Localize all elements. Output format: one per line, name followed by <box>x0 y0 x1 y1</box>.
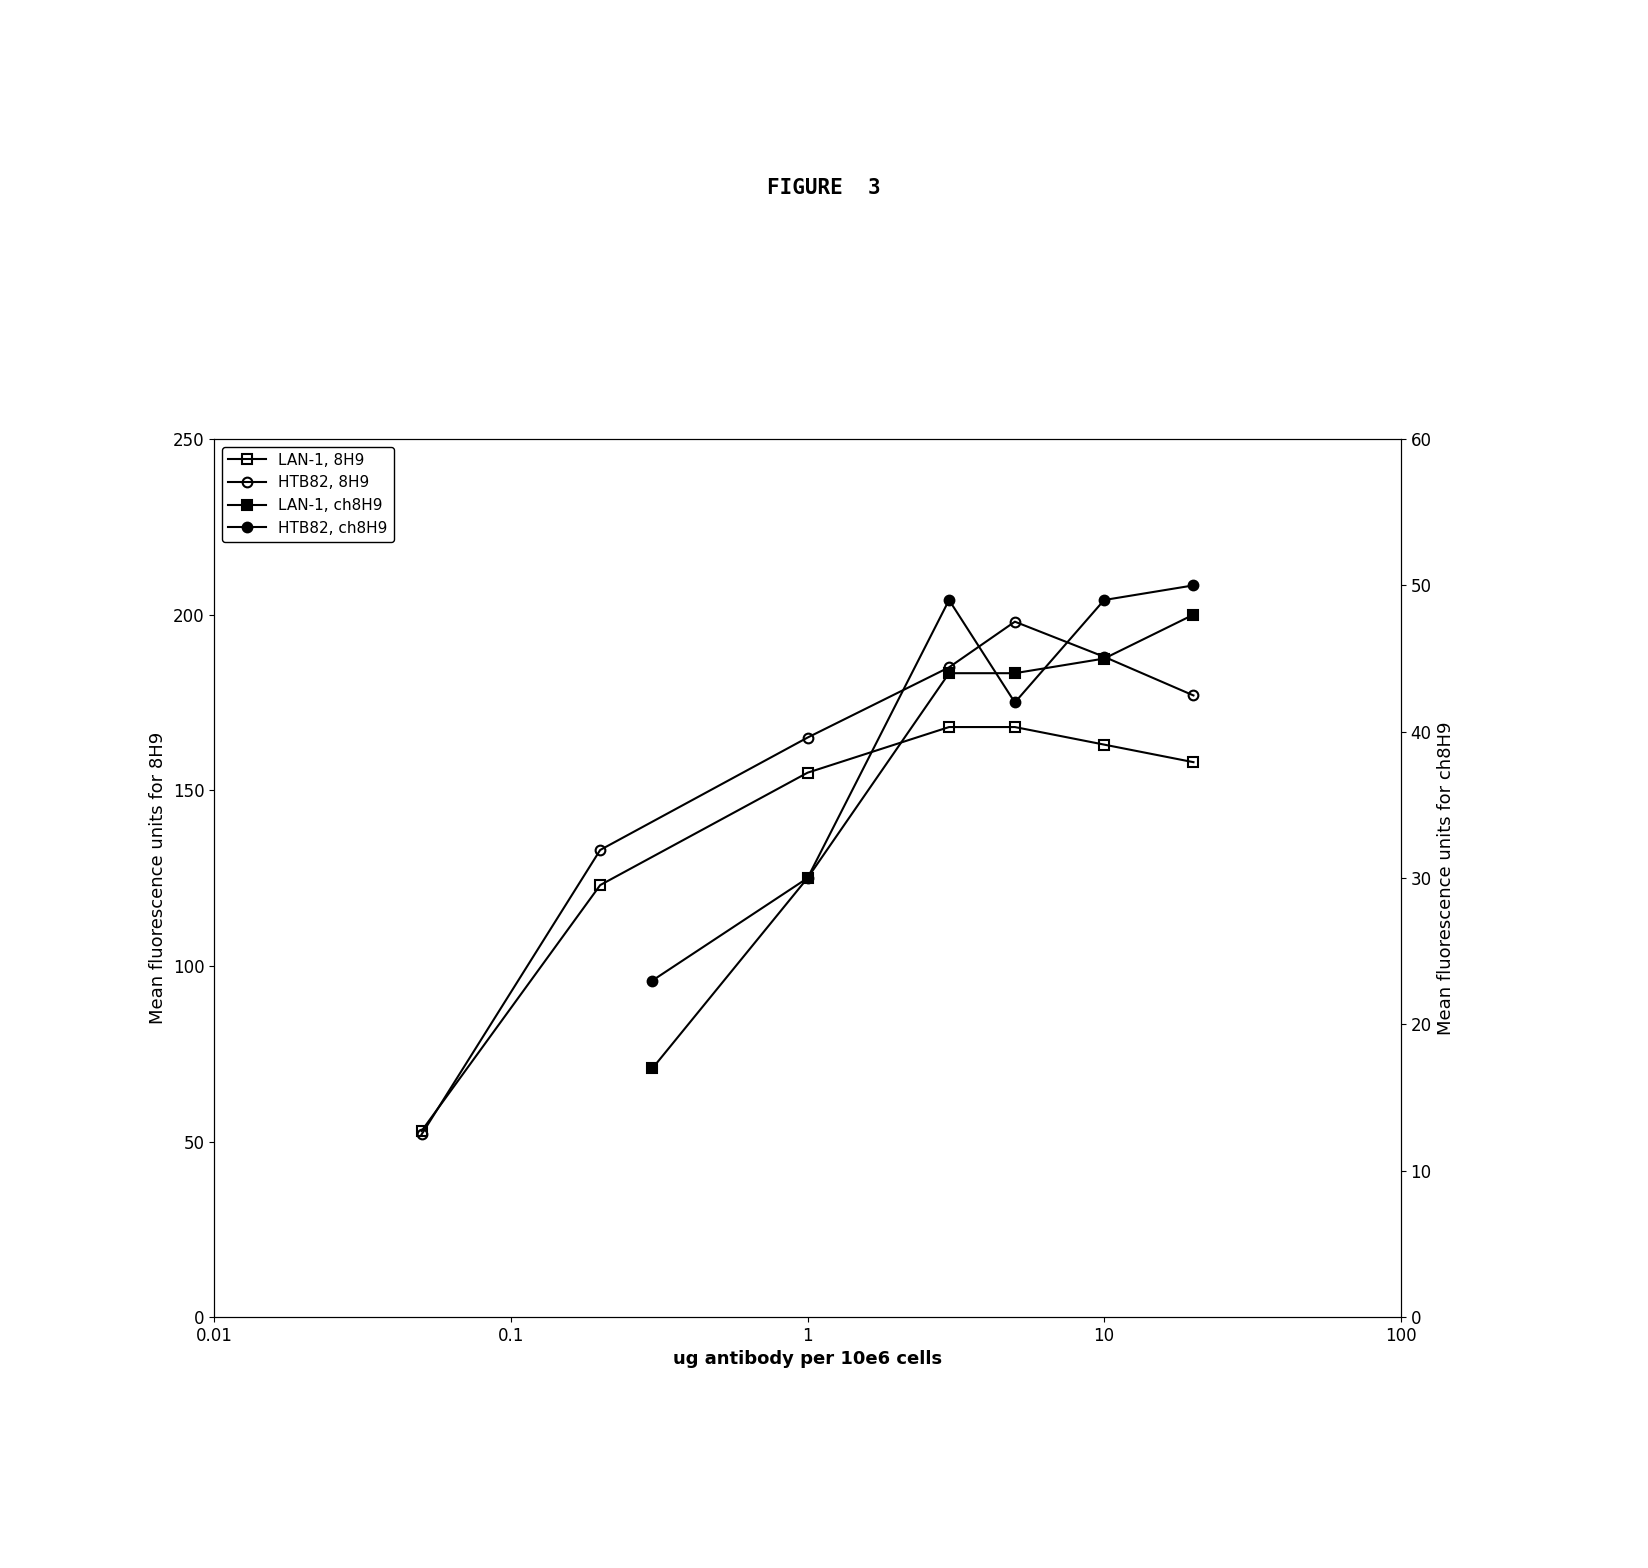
LAN-1, 8H9 <box>412 1121 432 1140</box>
HTB82, 8H9 <box>1183 687 1203 706</box>
Line: HTB82, 8H9: HTB82, 8H9 <box>417 616 1198 1140</box>
LAN-1, ch8H9 <box>939 663 959 682</box>
LAN-1, ch8H9 <box>1183 605 1203 624</box>
Line: LAN-1, ch8H9: LAN-1, ch8H9 <box>648 610 1198 1073</box>
Legend: LAN-1, 8H9, HTB82, 8H9, LAN-1, ch8H9, HTB82, ch8H9: LAN-1, 8H9, HTB82, 8H9, LAN-1, ch8H9, HT… <box>222 447 394 543</box>
LAN-1, 8H9 <box>1005 718 1025 737</box>
HTB82, ch8H9 <box>1005 693 1025 712</box>
HTB82, 8H9 <box>590 840 610 859</box>
LAN-1, ch8H9 <box>798 869 817 887</box>
Text: FIGURE  3: FIGURE 3 <box>768 179 880 198</box>
Line: LAN-1, 8H9: LAN-1, 8H9 <box>417 723 1198 1135</box>
Y-axis label: Mean fluorescence units for ch8H9: Mean fluorescence units for ch8H9 <box>1437 721 1455 1035</box>
LAN-1, ch8H9 <box>1094 649 1114 668</box>
HTB82, 8H9 <box>939 659 959 677</box>
Y-axis label: Mean fluorescence units for 8H9: Mean fluorescence units for 8H9 <box>150 732 168 1024</box>
HTB82, 8H9 <box>1094 648 1114 666</box>
HTB82, ch8H9 <box>939 591 959 610</box>
LAN-1, 8H9 <box>590 875 610 894</box>
LAN-1, ch8H9 <box>1005 663 1025 682</box>
HTB82, 8H9 <box>412 1126 432 1145</box>
HTB82, 8H9 <box>1005 612 1025 630</box>
LAN-1, 8H9 <box>1094 735 1114 754</box>
HTB82, ch8H9 <box>798 869 817 887</box>
Line: HTB82, ch8H9: HTB82, ch8H9 <box>648 580 1198 985</box>
X-axis label: ug antibody per 10e6 cells: ug antibody per 10e6 cells <box>672 1350 943 1369</box>
HTB82, 8H9 <box>798 728 817 746</box>
LAN-1, 8H9 <box>798 764 817 782</box>
HTB82, ch8H9 <box>1183 575 1203 594</box>
LAN-1, ch8H9 <box>643 1058 662 1077</box>
HTB82, ch8H9 <box>643 971 662 989</box>
LAN-1, 8H9 <box>939 718 959 737</box>
LAN-1, 8H9 <box>1183 753 1203 771</box>
HTB82, ch8H9 <box>1094 591 1114 610</box>
